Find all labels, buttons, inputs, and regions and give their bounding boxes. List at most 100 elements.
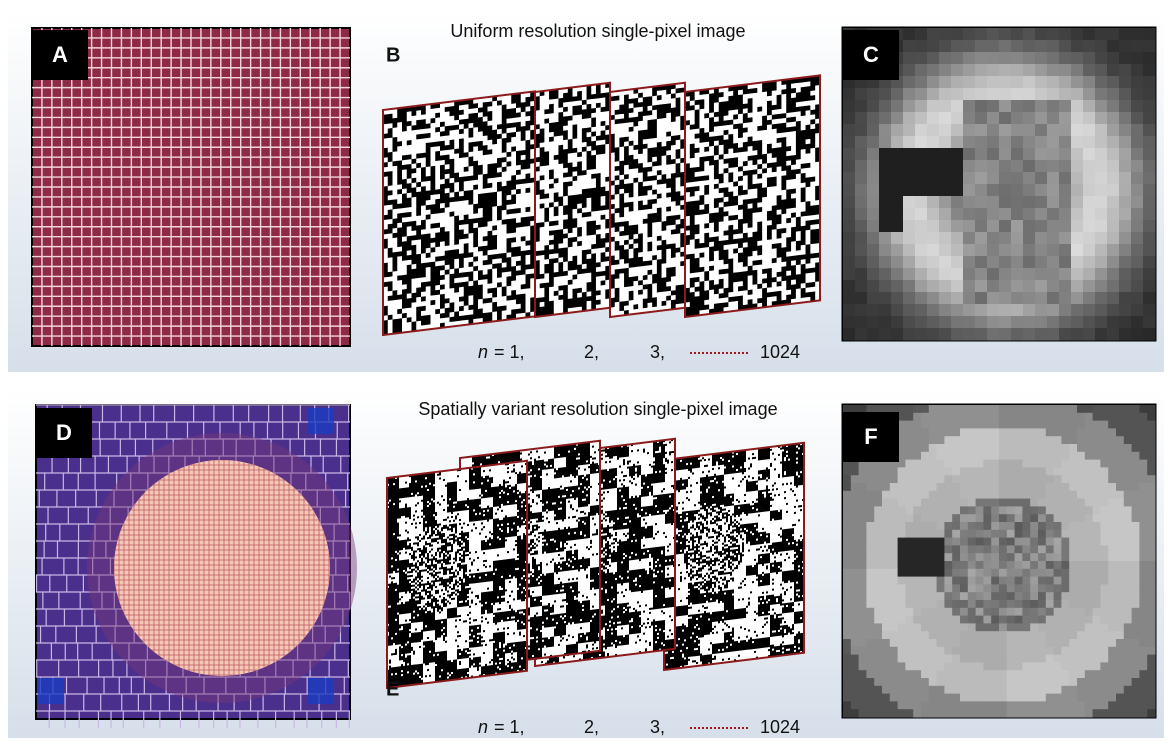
pixel <box>867 256 880 269</box>
pixel <box>1054 522 1062 530</box>
pixel <box>1095 160 1108 173</box>
pixel <box>1100 569 1108 577</box>
pixel <box>952 538 960 546</box>
pixel <box>1100 701 1108 709</box>
pixel <box>859 639 867 647</box>
pixel <box>1061 491 1069 499</box>
pixel <box>1147 452 1155 460</box>
pixel <box>976 506 984 514</box>
pixel <box>1108 436 1116 444</box>
pixel <box>1022 428 1030 436</box>
pixel <box>851 514 859 522</box>
pixel <box>1030 616 1038 624</box>
pixel <box>991 491 999 499</box>
pixel <box>983 530 991 538</box>
pixel <box>921 553 929 561</box>
pixel <box>913 631 921 639</box>
pixel <box>913 561 921 569</box>
pixel <box>1132 600 1140 608</box>
pixel <box>1023 244 1036 257</box>
pixel <box>968 694 976 702</box>
pixel <box>921 499 929 507</box>
pixel <box>843 530 851 538</box>
pixel <box>1069 428 1077 436</box>
pixel <box>1077 499 1085 507</box>
pixel <box>1093 670 1101 678</box>
pixel <box>1011 220 1024 233</box>
pixel <box>1046 475 1054 483</box>
pixel <box>915 244 928 257</box>
pixel <box>999 220 1012 233</box>
pixel <box>843 553 851 561</box>
pixel <box>890 584 898 592</box>
pixel <box>921 678 929 686</box>
pixel <box>1147 413 1155 421</box>
pixel <box>1069 553 1077 561</box>
pixel <box>1069 475 1077 483</box>
pixel <box>905 405 913 413</box>
pixel <box>937 608 945 616</box>
pixel <box>1054 561 1062 569</box>
pixel <box>937 623 945 631</box>
pixel <box>999 467 1007 475</box>
pixel <box>968 506 976 514</box>
pixel <box>976 467 984 475</box>
pixel <box>976 444 984 452</box>
pixel <box>1023 52 1036 65</box>
pixel <box>1119 124 1132 137</box>
pixel <box>1030 499 1038 507</box>
pixel <box>952 545 960 553</box>
pixel <box>1011 28 1024 41</box>
pixel <box>991 452 999 460</box>
pixel <box>851 499 859 507</box>
pixel <box>882 475 890 483</box>
pixel <box>1022 662 1030 670</box>
pixel <box>1108 475 1116 483</box>
pixel <box>987 124 1000 137</box>
pixel <box>898 670 906 678</box>
pixel <box>991 405 999 413</box>
pixel <box>1059 304 1072 317</box>
pixel <box>999 280 1012 293</box>
pixel <box>1124 686 1132 694</box>
pixel <box>1011 316 1024 329</box>
pixel <box>859 616 867 624</box>
pixel <box>843 639 851 647</box>
pixel <box>976 499 984 507</box>
pixel <box>1093 522 1101 530</box>
pixel <box>1085 553 1093 561</box>
pixel <box>999 569 1007 577</box>
pixel <box>987 148 1000 161</box>
pixel <box>1038 436 1046 444</box>
pixel <box>1077 600 1085 608</box>
pixel <box>843 244 856 257</box>
pixel <box>1085 592 1093 600</box>
pixel <box>960 670 968 678</box>
pixel <box>952 428 960 436</box>
pixel <box>929 584 937 592</box>
pixel <box>855 88 868 101</box>
pixel <box>1046 421 1054 429</box>
pixel <box>976 678 984 686</box>
pixel <box>1061 514 1069 522</box>
pixel <box>1100 499 1108 507</box>
pixel <box>1069 686 1077 694</box>
pixel <box>1116 647 1124 655</box>
pixel <box>1007 452 1015 460</box>
pixel <box>1116 444 1124 452</box>
pixel <box>890 709 898 717</box>
pixel <box>882 608 890 616</box>
pixel <box>1046 616 1054 624</box>
pixel <box>976 600 984 608</box>
pixel <box>968 670 976 678</box>
pixel <box>999 514 1007 522</box>
pixel <box>1077 538 1085 546</box>
pixel <box>1035 268 1048 281</box>
pixel <box>898 694 906 702</box>
pixel <box>915 52 928 65</box>
pixel <box>903 184 916 197</box>
pixel <box>952 499 960 507</box>
pixel <box>1100 530 1108 538</box>
pixel <box>1007 467 1015 475</box>
pixel <box>944 686 952 694</box>
